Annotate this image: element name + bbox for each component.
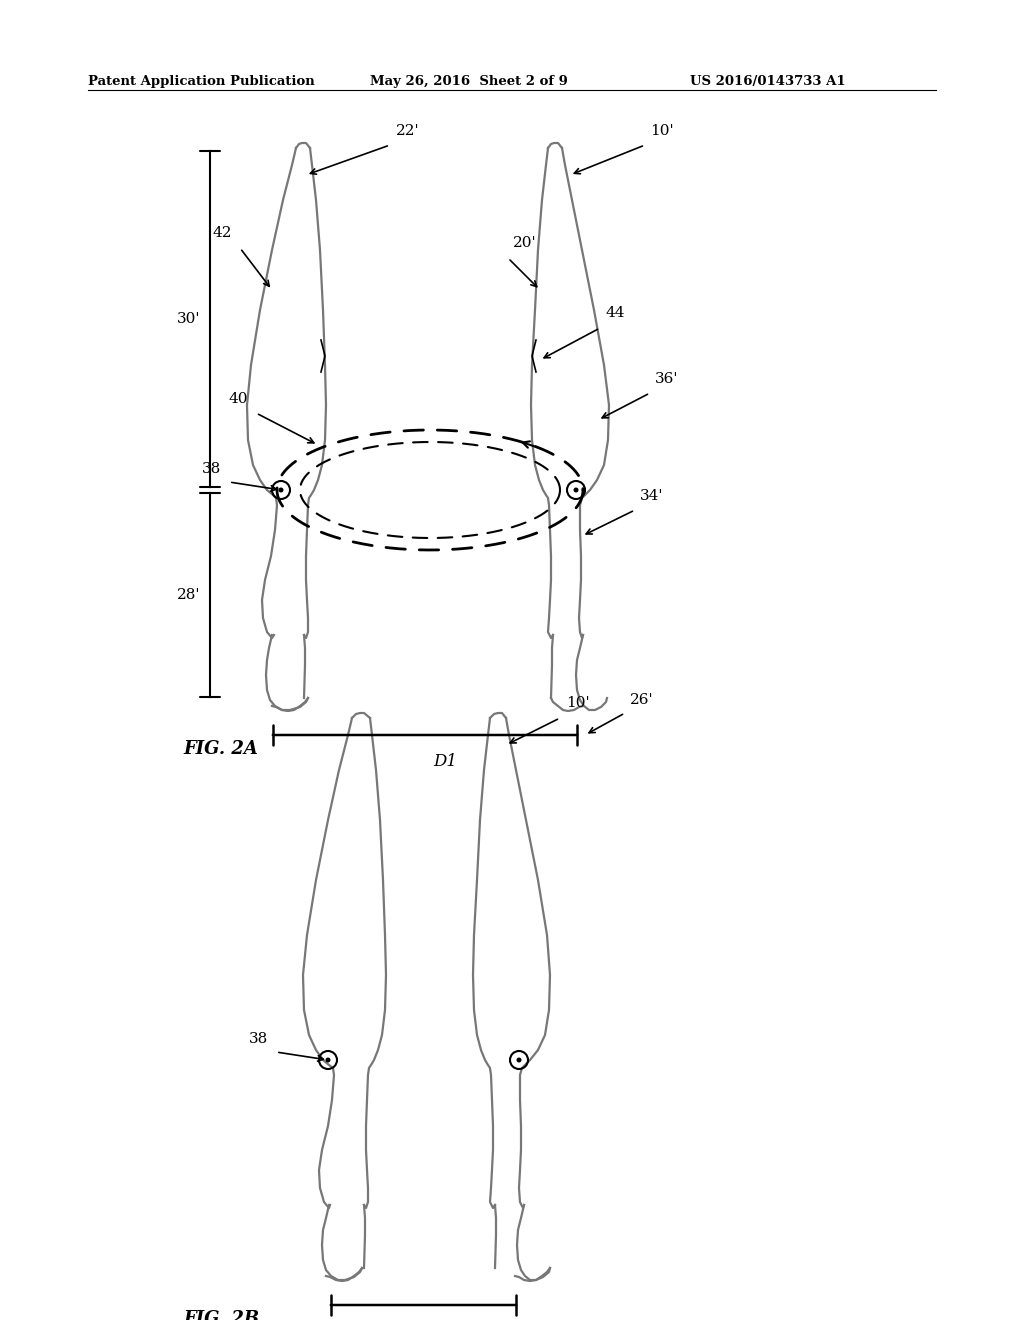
Text: 10': 10': [566, 696, 590, 710]
Text: FIG. 2A: FIG. 2A: [183, 741, 258, 758]
Text: 30': 30': [176, 312, 200, 326]
Circle shape: [573, 487, 579, 492]
Text: 28': 28': [176, 587, 200, 602]
Text: 10': 10': [650, 124, 674, 139]
Text: 26': 26': [630, 693, 653, 708]
Text: 38: 38: [249, 1032, 268, 1045]
Text: 34': 34': [640, 488, 664, 503]
Text: 42: 42: [213, 226, 232, 240]
Text: D1: D1: [433, 752, 457, 770]
Text: 38: 38: [202, 462, 221, 477]
Text: US 2016/0143733 A1: US 2016/0143733 A1: [690, 75, 846, 88]
Text: 20': 20': [513, 236, 537, 249]
Text: Patent Application Publication: Patent Application Publication: [88, 75, 314, 88]
Text: May 26, 2016  Sheet 2 of 9: May 26, 2016 Sheet 2 of 9: [370, 75, 568, 88]
Circle shape: [279, 487, 284, 492]
Text: FIG. 2B: FIG. 2B: [183, 1309, 259, 1320]
Text: 44: 44: [605, 306, 625, 319]
Circle shape: [516, 1057, 521, 1063]
Text: 36': 36': [655, 372, 679, 385]
Text: 40: 40: [228, 392, 248, 407]
Circle shape: [326, 1057, 331, 1063]
Text: 22': 22': [396, 124, 420, 139]
